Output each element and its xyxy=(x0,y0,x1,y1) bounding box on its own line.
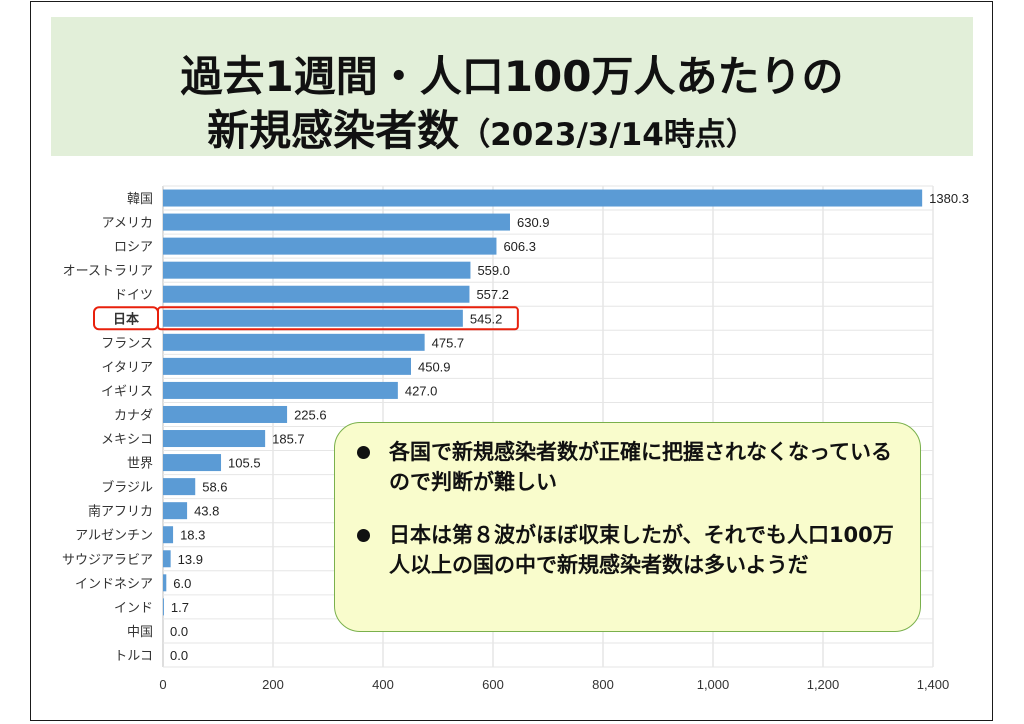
bar xyxy=(163,478,196,496)
value-label: 185.7 xyxy=(272,432,305,447)
note-bullet-1: 各国で新規感染者数が正確に把握されなくなっているので判断が難しい xyxy=(357,437,897,497)
bar xyxy=(163,430,266,448)
bar xyxy=(163,454,222,472)
category-label: カナダ xyxy=(114,408,153,423)
bar xyxy=(163,381,398,399)
note-callout: 各国で新規感染者数が正確に把握されなくなっているので判断が難しい 日本は第８波が… xyxy=(334,422,921,632)
value-label: 1.7 xyxy=(171,600,189,615)
value-label: 630.9 xyxy=(517,215,550,230)
value-label: 545.2 xyxy=(470,311,503,326)
x-tick-label: 0 xyxy=(159,677,166,692)
x-tick-label: 600 xyxy=(482,677,504,692)
bar xyxy=(163,213,510,231)
value-label: 475.7 xyxy=(432,335,465,350)
category-label: インド xyxy=(114,601,153,616)
category-label: 世界 xyxy=(127,457,153,472)
bar xyxy=(163,598,164,616)
category-label: 中国 xyxy=(127,625,153,640)
category-label: 南アフリカ xyxy=(88,504,153,520)
value-label: 58.6 xyxy=(202,480,227,495)
value-label: 6.0 xyxy=(173,576,191,591)
value-label: 559.0 xyxy=(477,263,510,278)
bullet-dot-icon xyxy=(357,446,370,459)
bar xyxy=(163,574,167,592)
title-line-2: 新規感染者数（2023/3/14時点） xyxy=(21,97,943,158)
category-label: 韓国 xyxy=(127,192,153,207)
value-label: 43.8 xyxy=(194,504,219,519)
category-label: オーストラリア xyxy=(63,264,153,279)
title-main: 新規感染者数 xyxy=(207,106,460,155)
bar xyxy=(163,526,174,544)
category-label: ロシア xyxy=(114,240,153,255)
x-tick-label: 200 xyxy=(262,677,284,692)
highlight-bar-box xyxy=(157,306,519,331)
value-label: 105.5 xyxy=(228,456,261,471)
category-label: メキシコ xyxy=(101,433,153,448)
category-label: イギリス xyxy=(101,384,153,399)
value-label: 13.9 xyxy=(178,552,203,567)
value-label: 0.0 xyxy=(170,648,188,663)
category-label: サウジアラビア xyxy=(62,553,153,568)
bar xyxy=(163,285,470,303)
bar xyxy=(163,550,171,568)
value-label: 0.0 xyxy=(170,624,188,639)
title-line-1: 過去1週間・人口100万人あたりの xyxy=(180,52,844,101)
value-label: 427.0 xyxy=(405,383,438,398)
bar xyxy=(163,237,497,255)
category-label: アルゼンチン xyxy=(75,529,153,544)
category-label: インドネシア xyxy=(75,577,153,592)
value-label: 557.2 xyxy=(476,287,509,302)
x-tick-label: 400 xyxy=(372,677,394,692)
x-tick-label: 1,200 xyxy=(807,677,840,692)
bar xyxy=(163,502,188,520)
x-tick-label: 1,000 xyxy=(697,677,730,692)
value-label: 18.3 xyxy=(180,528,205,543)
title-date: （2023/3/14時点） xyxy=(459,117,757,153)
category-label: 日本 xyxy=(113,311,139,327)
bar xyxy=(163,309,463,327)
category-label: ドイツ xyxy=(114,288,153,303)
title-banner: 過去1週間・人口100万人あたりの 新規感染者数（2023/3/14時点） xyxy=(51,17,973,156)
bar xyxy=(163,189,923,207)
bar xyxy=(163,357,411,375)
slide-frame xyxy=(30,1,993,721)
category-label: フランス xyxy=(101,336,153,351)
bar xyxy=(163,333,425,351)
value-label: 1380.3 xyxy=(929,191,969,206)
note-bullet-2-text: 日本は第８波がほぼ収束したが、それでも人口100万人以上の国の中で新規感染者数は… xyxy=(389,523,894,577)
category-label: イタリア xyxy=(102,360,153,375)
note-bullet-1-text: 各国で新規感染者数が正確に把握されなくなっているので判断が難しい xyxy=(389,440,892,494)
bar xyxy=(163,261,471,279)
value-label: 225.6 xyxy=(294,407,327,422)
x-tick-label: 1,400 xyxy=(917,677,950,692)
note-bullet-2: 日本は第８波がほぼ収束したが、それでも人口100万人以上の国の中で新規感染者数は… xyxy=(357,520,897,580)
category-label: トルコ xyxy=(114,649,153,664)
value-label: 450.9 xyxy=(418,359,451,374)
bullet-dot-icon xyxy=(357,529,370,542)
bar xyxy=(163,405,288,423)
category-label: アメリカ xyxy=(102,216,153,231)
x-tick-label: 800 xyxy=(592,677,614,692)
value-label: 606.3 xyxy=(503,239,536,254)
category-label: ブラジル xyxy=(101,480,153,496)
